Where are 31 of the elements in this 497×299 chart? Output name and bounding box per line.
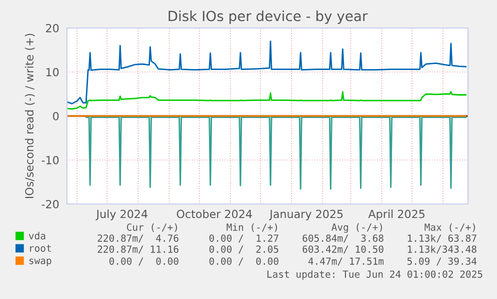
x-tick-label: October 2024: [176, 210, 252, 218]
legend-label: root: [30, 244, 51, 252]
text: 0.00 / 1.27: [209, 234, 278, 243]
text: Max (-/+): [424, 223, 475, 232]
chart-title: Disk IOs per device - by year: [168, 10, 368, 24]
text: 1.13k/ 63.87: [408, 234, 476, 243]
text: 5.09 / 39.34: [407, 257, 477, 266]
y-tick-label: 0: [53, 112, 59, 120]
text: 0.00 / 0.00: [109, 257, 178, 266]
text: Min (-/+): [226, 223, 277, 232]
text: 0.00 / 0.00: [209, 257, 278, 266]
text: 220.87m/ 11.16: [98, 245, 178, 254]
text: Last update: Tue Jun 24 01:00:02 2025: [267, 270, 482, 280]
x-tick-label: July 2024: [96, 210, 148, 220]
text: 1.13k/343.48: [408, 245, 476, 254]
text: Avg (-/+): [332, 223, 382, 233]
text: 220.87m/ 4.76: [98, 234, 178, 243]
text: 0.00 / 2.05: [209, 245, 278, 254]
y-tick-label: -20: [42, 200, 59, 208]
y-axis-title: IOs/second read (-) / write (+): [24, 34, 35, 198]
text: Cur (-/+): [126, 223, 177, 232]
legend-label: vda: [28, 232, 46, 240]
y-tick-label: 20: [46, 24, 59, 32]
text: 605.84m/ 3.68: [302, 234, 384, 243]
text: 4.47m/ 17.51m: [308, 258, 384, 266]
x-tick-label: January 2025: [269, 210, 343, 220]
legend-label: swap: [29, 258, 52, 266]
y-tick-label: 10: [46, 68, 59, 76]
x-tick-label: April 2025: [368, 210, 424, 220]
y-tick-label: -10: [42, 156, 59, 164]
text: 603.42m/ 10.50: [302, 245, 384, 254]
